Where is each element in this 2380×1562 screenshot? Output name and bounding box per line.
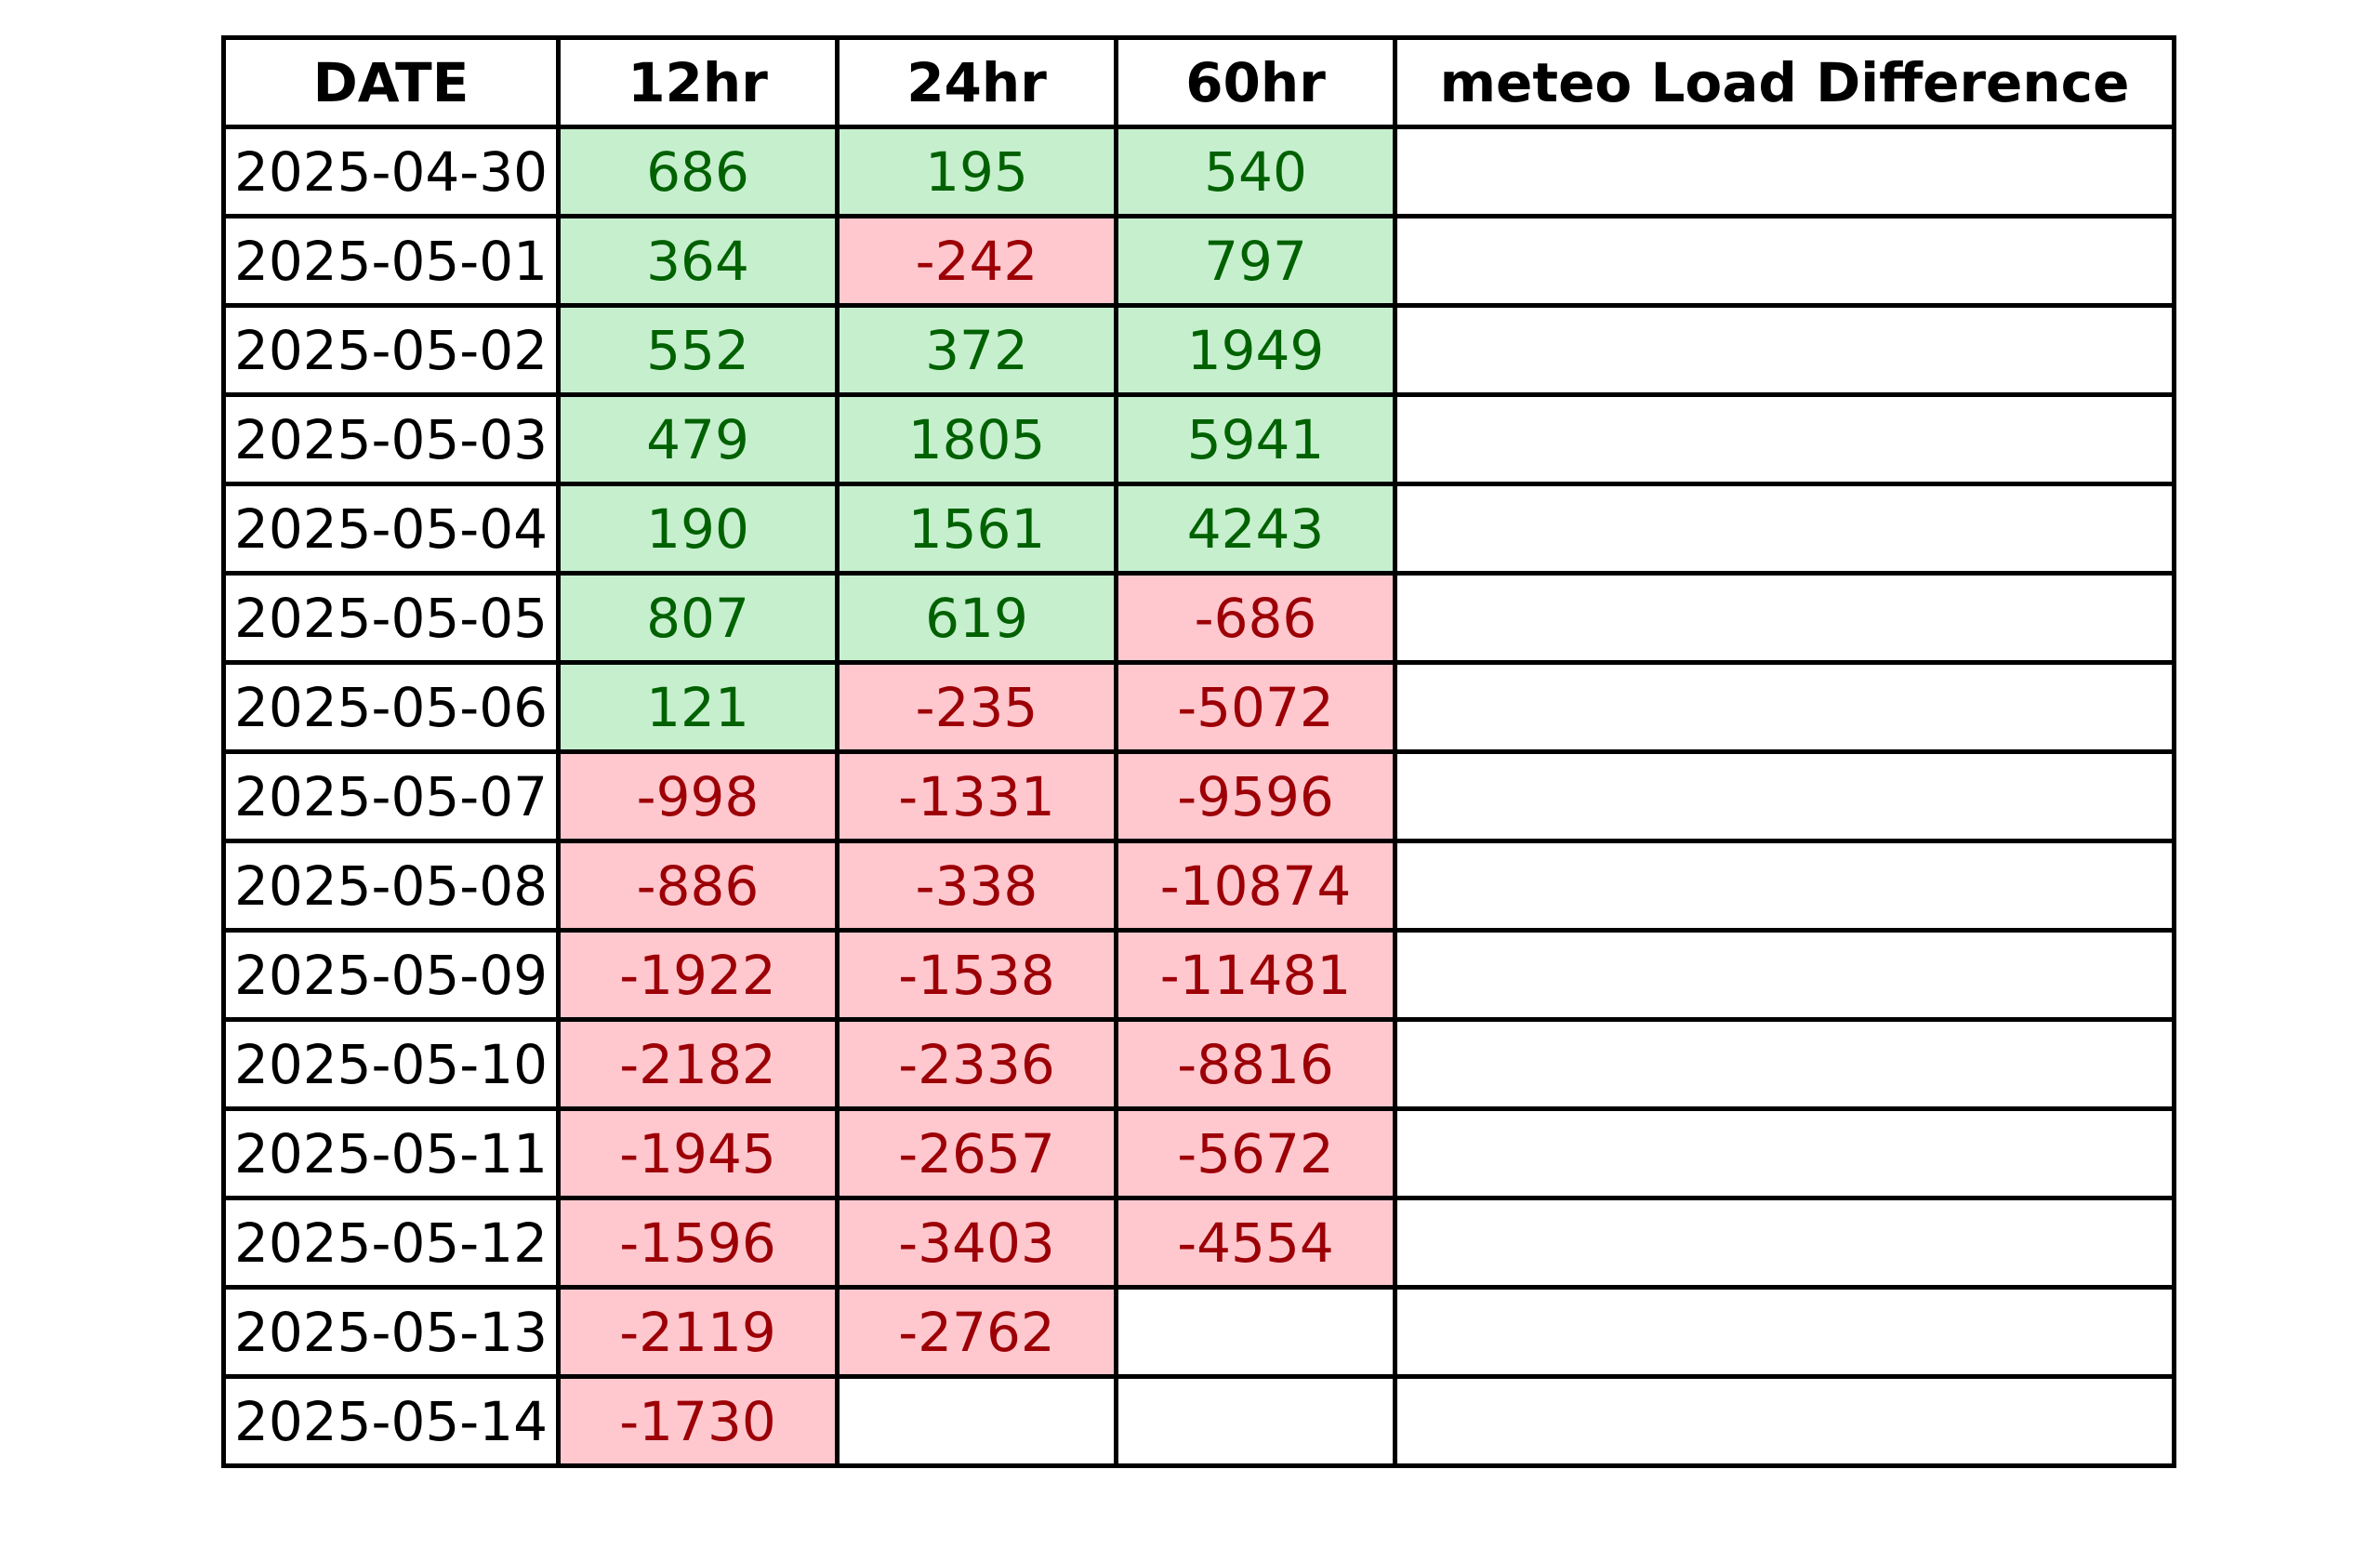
- 12hr-value-cell: -2182: [556, 1017, 840, 1111]
- 60hr-value-cell: -686: [1114, 571, 1397, 665]
- header-24hr: 24hr: [835, 35, 1118, 129]
- date-cell: 2025-05-10: [221, 1017, 561, 1111]
- meteo-load-difference-cell: [1393, 1017, 2176, 1111]
- 24hr-value-cell: 619: [835, 571, 1118, 665]
- date-cell: 2025-05-14: [221, 1374, 561, 1468]
- meteo-load-difference-cell: [1393, 392, 2176, 486]
- 12hr-value-cell: 552: [556, 303, 840, 397]
- table-row: 2025-05-03 479 1805 5941: [221, 392, 2176, 486]
- table-row: 2025-05-10 -2182 -2336 -8816: [221, 1017, 2176, 1111]
- 24hr-value-cell: 1561: [835, 482, 1118, 576]
- meteo-load-difference-cell: [1393, 1196, 2176, 1290]
- 12hr-value-cell: -886: [556, 839, 840, 933]
- table-row: 2025-05-12 -1596 -3403 -4554: [221, 1196, 2176, 1290]
- date-cell: 2025-05-06: [221, 660, 561, 754]
- header-12hr: 12hr: [556, 35, 840, 129]
- date-cell: 2025-05-02: [221, 303, 561, 397]
- table-row: 2025-05-08 -886 -338 -10874: [221, 839, 2176, 933]
- 12hr-value-cell: 686: [556, 125, 840, 218]
- table-row: 2025-05-04 190 1561 4243: [221, 482, 2176, 576]
- 24hr-value-cell: [835, 1374, 1118, 1468]
- table-row: 2025-05-05 807 619 -686: [221, 571, 2176, 665]
- 12hr-value-cell: -998: [556, 749, 840, 843]
- date-cell: 2025-05-05: [221, 571, 561, 665]
- table-row: 2025-05-07 -998 -1331 -9596: [221, 749, 2176, 843]
- header-date: DATE: [221, 35, 561, 129]
- 12hr-value-cell: 807: [556, 571, 840, 665]
- 24hr-value-cell: -3403: [835, 1196, 1118, 1290]
- 60hr-value-cell: 5941: [1114, 392, 1397, 486]
- 60hr-value-cell: 1949: [1114, 303, 1397, 397]
- table-row: 2025-04-30 686 195 540: [221, 125, 2176, 218]
- 60hr-value-cell: -10874: [1114, 839, 1397, 933]
- date-cell: 2025-05-04: [221, 482, 561, 576]
- 12hr-value-cell: -1922: [556, 928, 840, 1022]
- 60hr-value-cell: -8816: [1114, 1017, 1397, 1111]
- meteo-load-difference-cell: [1393, 125, 2176, 218]
- meteo-load-difference-cell: [1393, 214, 2176, 308]
- meteo-load-difference-cell: [1393, 1374, 2176, 1468]
- 12hr-value-cell: -1596: [556, 1196, 840, 1290]
- date-cell: 2025-04-30: [221, 125, 561, 218]
- 24hr-value-cell: -235: [835, 660, 1118, 754]
- 60hr-value-cell: 4243: [1114, 482, 1397, 576]
- table-row: 2025-05-06 121 -235 -5072: [221, 660, 2176, 754]
- 24hr-value-cell: -338: [835, 839, 1118, 933]
- 12hr-value-cell: -1730: [556, 1374, 840, 1468]
- date-cell: 2025-05-11: [221, 1106, 561, 1200]
- 12hr-value-cell: -1945: [556, 1106, 840, 1200]
- 12hr-value-cell: 479: [556, 392, 840, 486]
- table-row: 2025-05-01 364 -242 797: [221, 214, 2176, 308]
- 24hr-value-cell: -2762: [835, 1285, 1118, 1379]
- 60hr-value-cell: 797: [1114, 214, 1397, 308]
- 60hr-value-cell: -5672: [1114, 1106, 1397, 1200]
- 12hr-value-cell: -2119: [556, 1285, 840, 1379]
- 12hr-value-cell: 190: [556, 482, 840, 576]
- meteo-load-difference-cell: [1393, 482, 2176, 576]
- 12hr-value-cell: 364: [556, 214, 840, 308]
- header-row: DATE 12hr 24hr 60hr meteo Load Differenc…: [221, 35, 2176, 129]
- date-cell: 2025-05-13: [221, 1285, 561, 1379]
- 60hr-value-cell: -9596: [1114, 749, 1397, 843]
- 60hr-value-cell: -5072: [1114, 660, 1397, 754]
- date-cell: 2025-05-03: [221, 392, 561, 486]
- meteo-load-difference-cell: [1393, 303, 2176, 397]
- date-cell: 2025-05-08: [221, 839, 561, 933]
- 60hr-value-cell: [1114, 1374, 1397, 1468]
- date-cell: 2025-05-01: [221, 214, 561, 308]
- 24hr-value-cell: 372: [835, 303, 1118, 397]
- meteo-load-difference-cell: [1393, 749, 2176, 843]
- 60hr-value-cell: -4554: [1114, 1196, 1397, 1290]
- table-row: 2025-05-02 552 372 1949: [221, 303, 2176, 397]
- header-60hr: 60hr: [1114, 35, 1397, 129]
- 24hr-value-cell: -1331: [835, 749, 1118, 843]
- 24hr-value-cell: -2336: [835, 1017, 1118, 1111]
- data-table-container: DATE 12hr 24hr 60hr meteo Load Differenc…: [221, 35, 2176, 1468]
- 24hr-value-cell: -2657: [835, 1106, 1118, 1200]
- 24hr-value-cell: -242: [835, 214, 1118, 308]
- meteo-load-difference-cell: [1393, 839, 2176, 933]
- 24hr-value-cell: -1538: [835, 928, 1118, 1022]
- table-row: 2025-05-09 -1922 -1538 -11481: [221, 928, 2176, 1022]
- table-row: 2025-05-14 -1730: [221, 1374, 2176, 1468]
- meteo-load-difference-cell: [1393, 660, 2176, 754]
- table-row: 2025-05-13 -2119 -2762: [221, 1285, 2176, 1379]
- 24hr-value-cell: 195: [835, 125, 1118, 218]
- load-difference-table: DATE 12hr 24hr 60hr meteo Load Differenc…: [221, 35, 2176, 1468]
- date-cell: 2025-05-07: [221, 749, 561, 843]
- meteo-load-difference-cell: [1393, 571, 2176, 665]
- 12hr-value-cell: 121: [556, 660, 840, 754]
- date-cell: 2025-05-12: [221, 1196, 561, 1290]
- table-row: 2025-05-11 -1945 -2657 -5672: [221, 1106, 2176, 1200]
- header-meteo-load-difference: meteo Load Difference: [1393, 35, 2176, 129]
- table-body: 2025-04-30 686 195 540 2025-05-01 364 -242 797 2…: [221, 125, 2176, 1468]
- 60hr-value-cell: [1114, 1285, 1397, 1379]
- meteo-load-difference-cell: [1393, 1285, 2176, 1379]
- meteo-load-difference-cell: [1393, 1106, 2176, 1200]
- 60hr-value-cell: 540: [1114, 125, 1397, 218]
- meteo-load-difference-cell: [1393, 928, 2176, 1022]
- date-cell: 2025-05-09: [221, 928, 561, 1022]
- 24hr-value-cell: 1805: [835, 392, 1118, 486]
- 60hr-value-cell: -11481: [1114, 928, 1397, 1022]
